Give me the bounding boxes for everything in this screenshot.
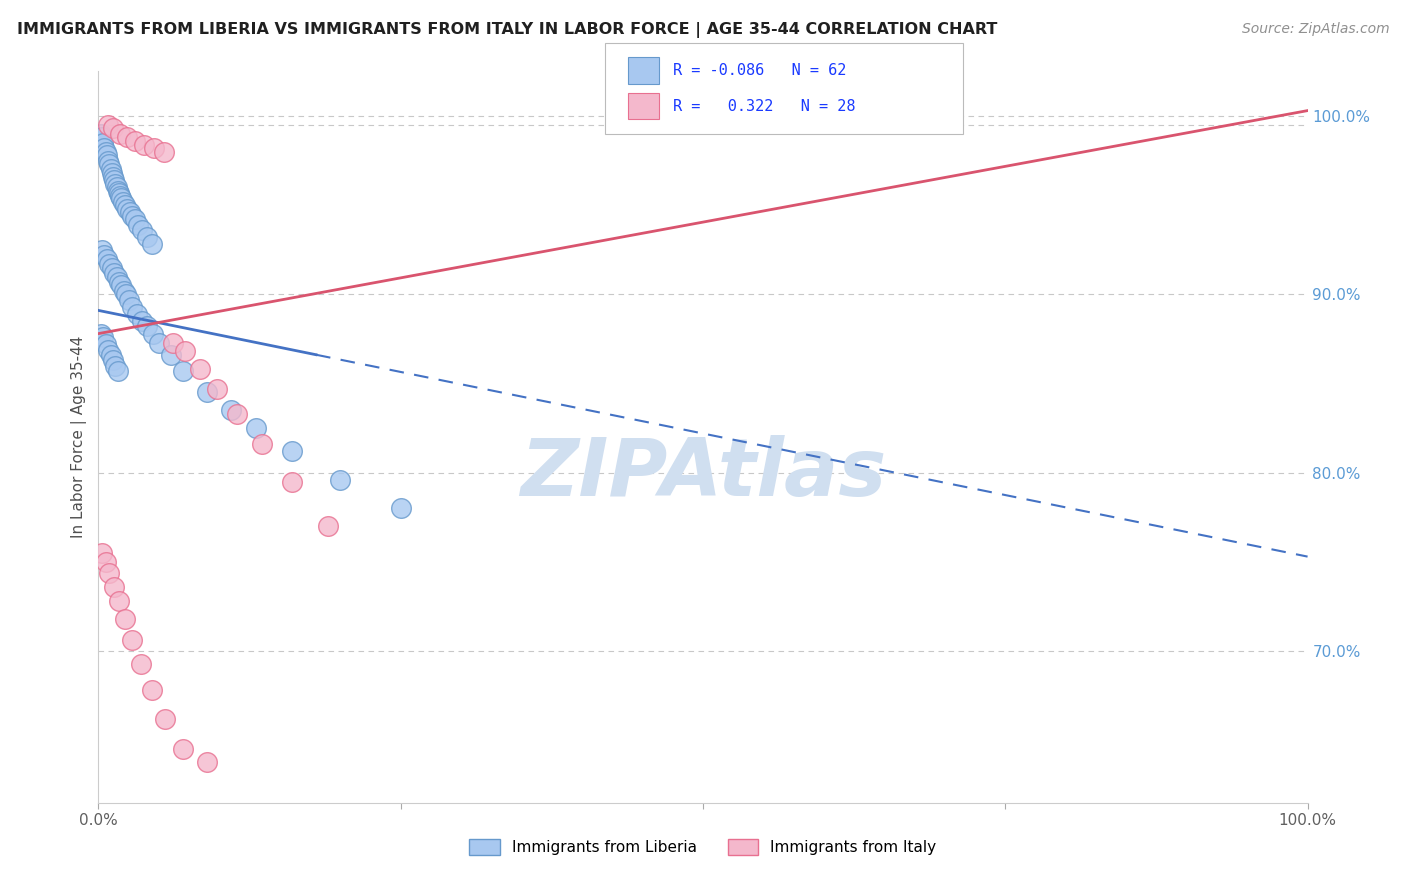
Point [98,566,121,580]
Point [141,683,163,698]
Point [107,364,129,378]
Point [143,141,166,155]
Point [90,326,112,341]
Point [134,137,156,152]
Point [108,275,131,289]
Point [118,205,141,219]
Point [90,127,112,141]
Point [389,501,412,516]
Text: Source: ZipAtlas.com: Source: ZipAtlas.com [1241,22,1389,37]
Point [101,169,124,184]
Text: R = -0.086   N = 62: R = -0.086 N = 62 [673,63,846,78]
Point [104,177,127,191]
Point [98,257,121,271]
Point [110,191,132,205]
Point [245,421,267,435]
Point [110,278,132,293]
Point [93,141,115,155]
Point [107,184,129,198]
Point [97,153,120,168]
Point [221,403,243,417]
Point [97,118,120,132]
Point [131,223,153,237]
Point [104,359,127,373]
Point [162,335,184,350]
Point [96,252,118,266]
Point [172,742,194,756]
Point [205,382,228,396]
Point [94,337,117,351]
Point [112,284,135,298]
Point [98,157,121,171]
Point [103,173,125,187]
Point [91,243,114,257]
Point [96,148,118,162]
Point [115,287,138,301]
Point [172,364,194,378]
Point [101,353,124,368]
Point [153,712,176,726]
Point [226,407,249,421]
Point [100,260,122,275]
Point [114,612,136,626]
Point [174,344,197,359]
Point [101,121,124,136]
Point [281,475,304,489]
Point [127,307,149,321]
Point [91,136,114,150]
Point [160,348,183,362]
Point [131,314,153,328]
Point [195,385,218,400]
Point [91,330,114,344]
Legend: Immigrants from Liberia, Immigrants from Italy: Immigrants from Liberia, Immigrants from… [463,833,943,861]
Point [114,198,136,212]
Point [100,348,122,362]
Point [97,343,120,357]
Point [103,580,125,594]
Point [250,437,273,451]
Point [316,519,339,533]
Point [91,546,114,560]
Point [111,194,134,209]
Point [94,555,117,569]
Point [100,162,122,177]
Point [135,319,157,334]
Point [91,130,114,145]
Point [329,473,352,487]
Point [188,362,211,376]
Point [105,269,128,284]
Point [105,180,128,194]
Point [100,166,122,180]
Point [127,218,149,232]
Point [117,202,139,216]
Point [118,293,141,307]
Point [148,335,170,350]
Point [135,230,157,244]
Y-axis label: In Labor Force | Age 35-44: In Labor Force | Age 35-44 [72,336,87,538]
Point [152,145,174,159]
Point [93,248,115,262]
Point [281,444,304,458]
Point [195,755,218,769]
Point [108,594,131,608]
Text: R =   0.322   N = 28: R = 0.322 N = 28 [673,99,856,113]
Text: ZIPAtlas: ZIPAtlas [520,434,886,513]
Point [124,134,146,148]
Point [121,209,143,223]
Point [108,189,131,203]
Point [124,212,146,227]
Point [141,237,163,252]
Point [103,266,125,280]
Point [94,145,117,159]
Point [108,186,131,200]
Point [117,130,139,145]
Point [129,657,152,671]
Point [121,300,143,314]
Text: IMMIGRANTS FROM LIBERIA VS IMMIGRANTS FROM ITALY IN LABOR FORCE | AGE 35-44 CORR: IMMIGRANTS FROM LIBERIA VS IMMIGRANTS FR… [17,22,997,38]
Point [121,633,143,648]
Point [142,326,165,341]
Point [108,127,131,141]
